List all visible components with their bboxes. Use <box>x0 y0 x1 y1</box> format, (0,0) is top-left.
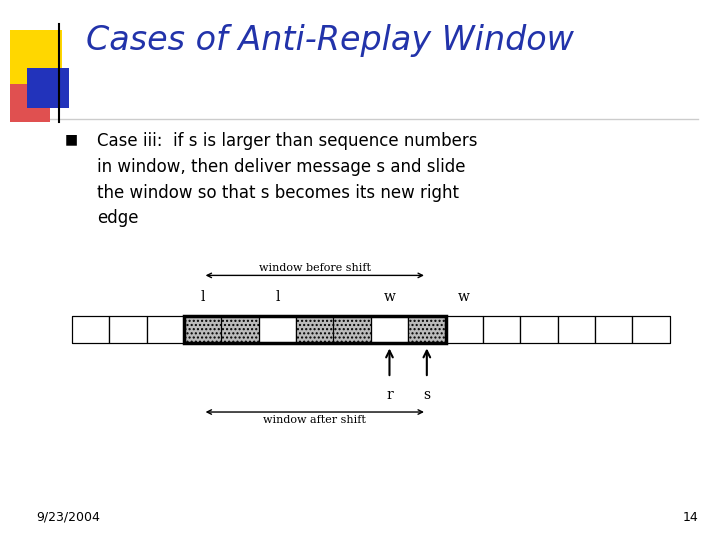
Bar <box>632 316 670 343</box>
Text: w: w <box>384 290 395 304</box>
Bar <box>222 316 258 343</box>
Text: window before shift: window before shift <box>258 263 371 273</box>
Bar <box>446 316 483 343</box>
Text: s: s <box>423 388 431 402</box>
Bar <box>408 316 446 343</box>
Bar <box>557 316 595 343</box>
Bar <box>595 316 632 343</box>
Bar <box>222 316 258 343</box>
Text: w: w <box>458 290 470 304</box>
Bar <box>296 316 333 343</box>
Bar <box>184 316 222 343</box>
Bar <box>10 30 62 84</box>
Bar <box>184 316 222 343</box>
Bar <box>147 316 184 343</box>
Text: l: l <box>275 290 279 304</box>
Bar <box>184 316 446 343</box>
Bar <box>72 316 109 343</box>
Text: window after shift: window after shift <box>264 415 366 425</box>
Bar <box>333 316 371 343</box>
Bar <box>258 316 296 343</box>
Bar <box>10 81 50 122</box>
Bar <box>483 316 521 343</box>
Bar <box>595 316 632 343</box>
Bar <box>333 316 371 343</box>
Bar <box>521 316 557 343</box>
Text: Cases of Anti-Replay Window: Cases of Anti-Replay Window <box>86 24 575 57</box>
Bar <box>446 316 483 343</box>
Text: ■: ■ <box>65 132 78 146</box>
Text: l: l <box>200 290 205 304</box>
Bar <box>147 316 184 343</box>
Bar <box>258 316 296 343</box>
Bar <box>296 316 333 343</box>
Bar <box>222 316 258 343</box>
Bar <box>408 316 446 343</box>
Bar <box>371 316 408 343</box>
Bar <box>109 316 147 343</box>
Bar <box>27 68 69 108</box>
Bar <box>557 316 595 343</box>
Text: 9/23/2004: 9/23/2004 <box>36 511 100 524</box>
Bar <box>296 316 333 343</box>
Bar <box>109 316 147 343</box>
Bar <box>333 316 371 343</box>
Bar <box>521 316 557 343</box>
Bar <box>632 316 670 343</box>
Text: Case iii:  if s is larger than sequence numbers
in window, then deliver message : Case iii: if s is larger than sequence n… <box>97 132 477 227</box>
Text: 14: 14 <box>683 511 698 524</box>
Bar <box>371 316 408 343</box>
Bar <box>72 316 109 343</box>
Text: r: r <box>386 388 393 402</box>
Bar <box>408 316 446 343</box>
Bar <box>184 316 222 343</box>
Bar <box>483 316 521 343</box>
